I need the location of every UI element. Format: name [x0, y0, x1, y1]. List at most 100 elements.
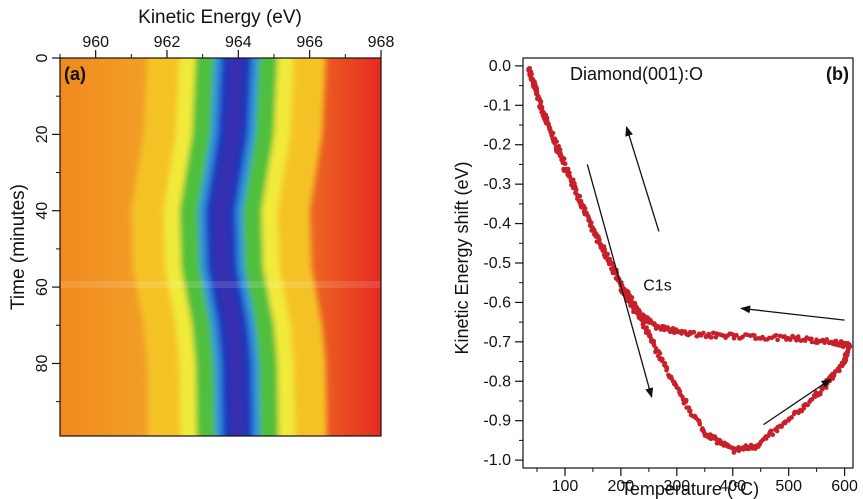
c1s-point [626, 294, 632, 299]
c1s-point [737, 336, 742, 341]
x-tick-label: 962 [154, 34, 181, 51]
panel-b-x-ticks: 100 200 300 400 500 600 [536, 468, 858, 495]
c1s-point [552, 141, 557, 146]
y-tick-label: -0.5 [483, 255, 511, 272]
c1s-point [824, 385, 829, 390]
x-tick-label: 960 [82, 34, 109, 51]
panel-b-y-axis-title: Kinetic Energy shift (eV) [452, 161, 472, 354]
c1s-point [688, 408, 693, 414]
panel-a: Kinetic Energy (eV) Time (minutes) 960 96… [8, 7, 395, 437]
panel-a-label: (a) [64, 64, 86, 84]
panel-a-x-axis-title: Kinetic Energy (eV) [138, 7, 302, 28]
c1s-point [550, 136, 556, 142]
c1s-point [697, 421, 703, 427]
c1s-point [831, 373, 837, 378]
c1s-point [768, 428, 774, 434]
c1s-point [528, 77, 534, 82]
direction-arrow [740, 305, 845, 321]
c1s-series [526, 66, 853, 455]
y-tick-label: 0.0 [489, 58, 511, 75]
c1s-point [589, 224, 594, 230]
c1s-point [603, 251, 609, 256]
c1s-point [714, 441, 720, 446]
c1s-point [809, 396, 815, 402]
c1s-point [774, 428, 780, 434]
panel-b-title: Diamond(001):O [570, 64, 703, 84]
y-tick-label: 60 [34, 278, 51, 296]
heatmap-horizontal-streak [60, 281, 381, 288]
x-tick-label: 600 [831, 478, 858, 495]
c1s-point [605, 256, 611, 261]
c1s-point [578, 198, 584, 204]
panel-b-y-ticks: 0.0 -0.1 -0.2 -0.3 -0.4 -0.5 -0.6 -0.7 -0.8 -0.9 -… [483, 58, 523, 469]
y-tick-label: -0.2 [483, 137, 511, 154]
c1s-point [572, 181, 577, 186]
direction-arrow [763, 378, 832, 426]
c1s-point [683, 399, 689, 404]
c1s-point [567, 174, 573, 179]
c1s-series-label: C1s [643, 278, 671, 295]
direction-arrow [625, 126, 660, 232]
panel-a-y-axis-title: Time (minutes) [8, 184, 29, 310]
c1s-point [546, 124, 552, 130]
c1s-point [662, 361, 668, 366]
x-tick-label: 968 [368, 34, 395, 51]
heatmap-frame [59, 57, 382, 437]
heatmap-band [205, 58, 253, 436]
c1s-point [549, 131, 555, 137]
c1s-point [713, 335, 719, 340]
direction-arrows [586, 126, 845, 426]
c1s-point [775, 337, 780, 343]
c1s-point [824, 337, 829, 342]
c1s-point [644, 325, 649, 330]
y-tick-label: -1.0 [483, 452, 511, 469]
y-tick-label: -0.3 [483, 176, 511, 193]
x-tick-label: 100 [552, 478, 579, 495]
x-tick-label: 400 [719, 478, 746, 495]
y-tick-label: 80 [34, 354, 51, 372]
c1s-point [564, 166, 569, 172]
c1s-point [813, 340, 818, 345]
c1s-point [596, 238, 602, 244]
c1s-point [561, 160, 567, 166]
y-tick-label: -0.1 [483, 97, 511, 114]
c1s-point [558, 151, 563, 156]
direction-arrow [586, 164, 654, 399]
c1s-point [694, 334, 699, 339]
c1s-point [664, 368, 669, 373]
y-tick-label: -0.8 [483, 373, 511, 390]
c1s-point [526, 68, 531, 73]
c1s-point [703, 334, 709, 340]
c1s-point [598, 242, 603, 247]
y-tick-label: -0.7 [483, 334, 511, 351]
x-tick-label: 500 [775, 478, 802, 495]
c1s-point [836, 367, 842, 373]
panel-a-y-ticks: 0 20 40 60 80 [34, 53, 60, 403]
c1s-point [710, 330, 716, 336]
c1s-point [651, 341, 656, 347]
c1s-point [770, 432, 776, 438]
c1s-point [541, 111, 547, 116]
x-tick-label: 300 [663, 478, 690, 495]
y-tick-label: -0.6 [483, 294, 511, 311]
c1s-point [801, 406, 807, 411]
y-tick-label: -0.4 [483, 216, 511, 233]
heatmap-band [214, 58, 244, 436]
y-tick-label: 40 [34, 202, 51, 220]
c1s-point [779, 424, 784, 430]
c1s-point [731, 336, 737, 341]
x-tick-label: 964 [225, 34, 252, 51]
c1s-point [789, 415, 794, 420]
c1s-point [777, 333, 783, 339]
x-tick-label: 200 [608, 478, 635, 495]
c1s-point [820, 387, 825, 392]
c1s-point [587, 217, 592, 222]
x-tick-label: 966 [296, 34, 323, 51]
panel-b-x-axis-title: Temperature (°C) [621, 479, 759, 499]
heatmap-bands [131, 58, 327, 436]
y-tick-label: -0.9 [483, 413, 511, 430]
panel-a-x-ticks: 960 962 964 966 968 [59, 34, 395, 58]
c1s-point [790, 333, 795, 339]
c1s-point [575, 193, 580, 198]
